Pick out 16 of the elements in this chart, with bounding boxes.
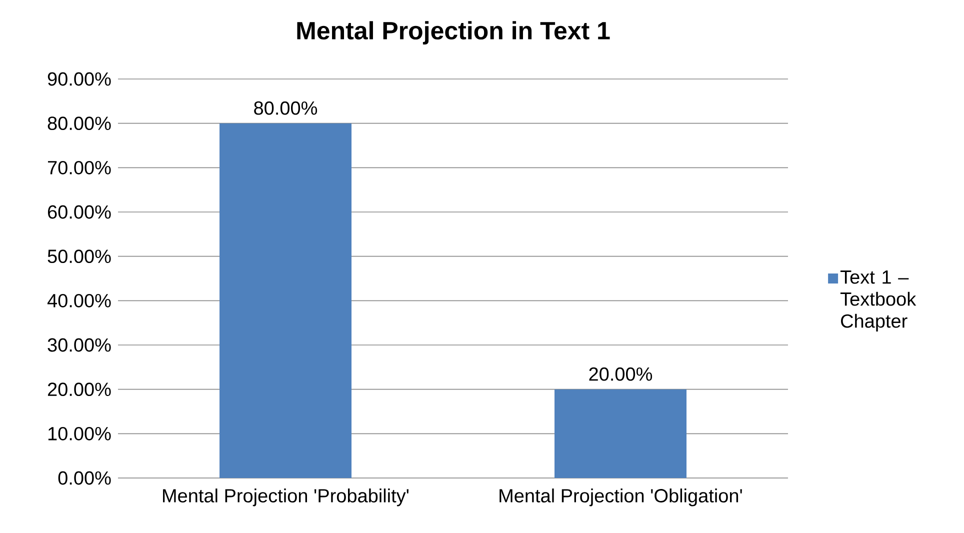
y-tick-label: 20.00%: [48, 382, 111, 396]
y-tick-label: 30.00%: [48, 338, 111, 352]
y-tick-label: 70.00%: [48, 160, 111, 174]
y-tick-label: 80.00%: [48, 116, 111, 130]
data-label: 20.00%: [589, 367, 652, 381]
x-tick-label: Mental Projection 'Obligation': [500, 488, 742, 506]
y-tick-label: 10.00%: [48, 426, 111, 440]
y-tick-label: 50.00%: [48, 250, 111, 264]
y-tick-label: 90.00%: [48, 72, 111, 86]
y-tick-label: 60.00%: [48, 205, 111, 219]
x-tick-label: Mental Projection 'Probability': [163, 488, 409, 506]
legend-label: Text 1 – Textbook Chapter: [840, 270, 916, 332]
y-tick-label: 40.00%: [47, 294, 111, 308]
chart-title: Mental Projection in Text 1: [297, 21, 610, 44]
data-label: 80.00%: [254, 101, 318, 115]
y-tick-label: 0.00%: [58, 471, 111, 485]
